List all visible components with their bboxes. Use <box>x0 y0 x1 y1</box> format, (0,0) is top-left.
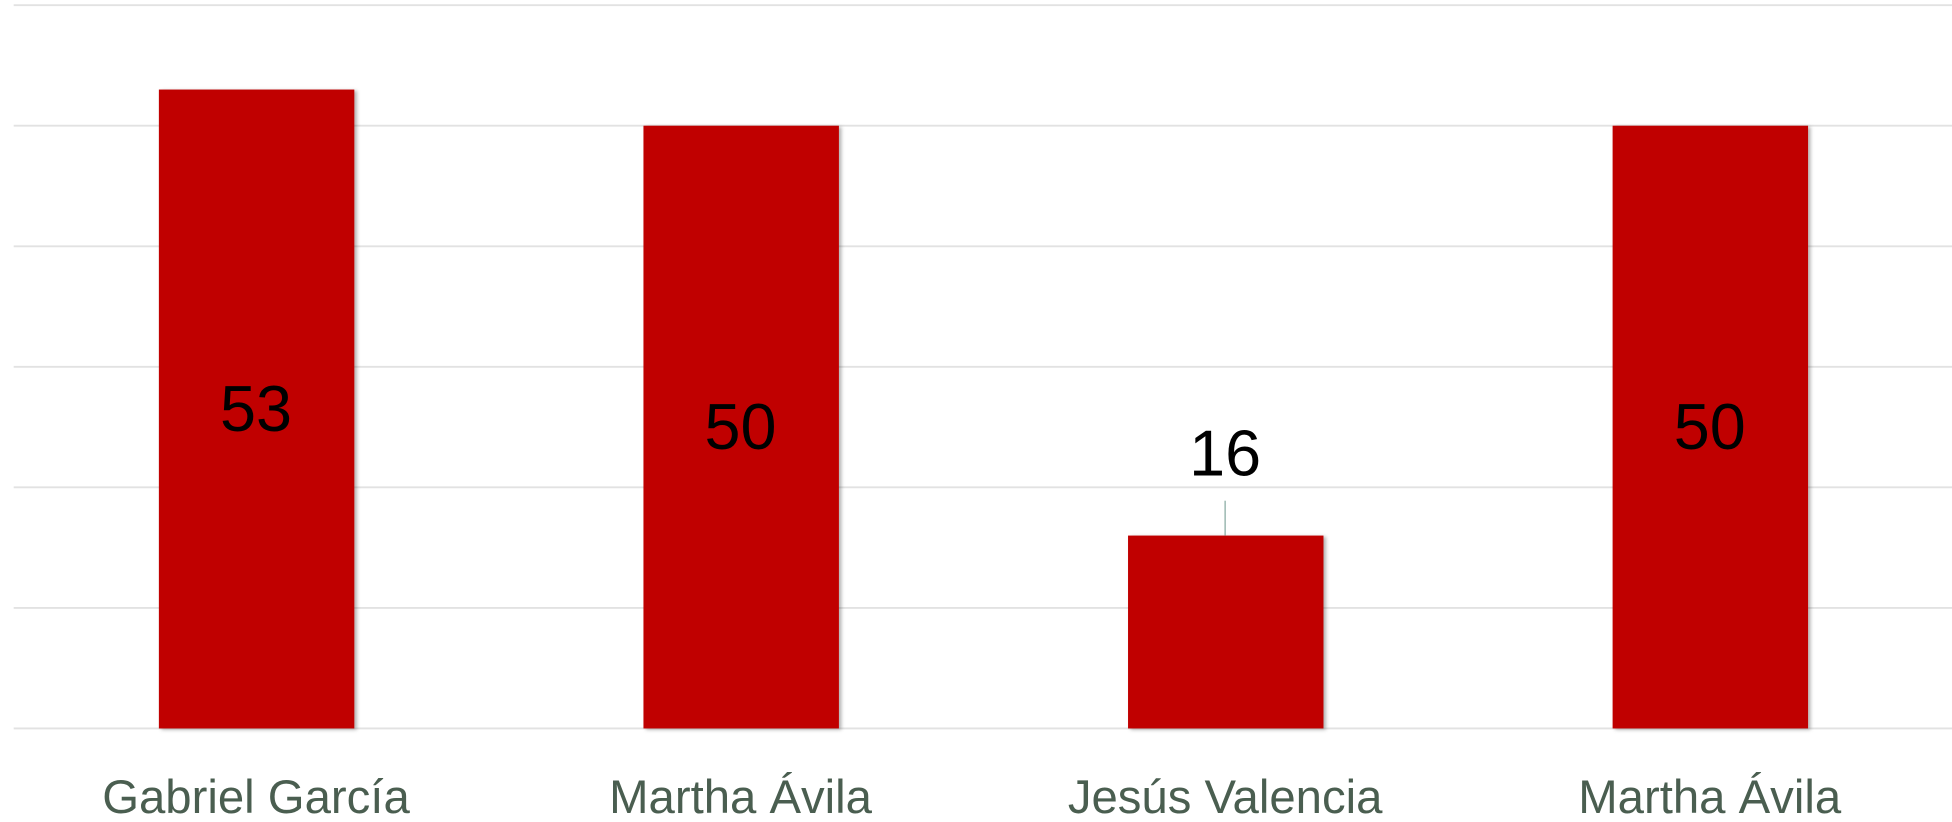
data-label: 16 <box>1189 416 1261 489</box>
bar <box>158 89 355 729</box>
data-label: 50 <box>1674 390 1746 463</box>
data-label: 50 <box>705 390 777 463</box>
data-label: 53 <box>220 372 292 445</box>
x-tick-label: Martha Ávila <box>1578 771 1842 822</box>
x-tick-label: Martha Ávila <box>609 771 873 822</box>
x-tick-label: Jesús Valencia <box>1068 771 1383 822</box>
x-tick-label: Gabriel García <box>102 771 410 822</box>
bar <box>1612 125 1809 729</box>
bar <box>1128 535 1324 729</box>
bar <box>643 125 839 729</box>
